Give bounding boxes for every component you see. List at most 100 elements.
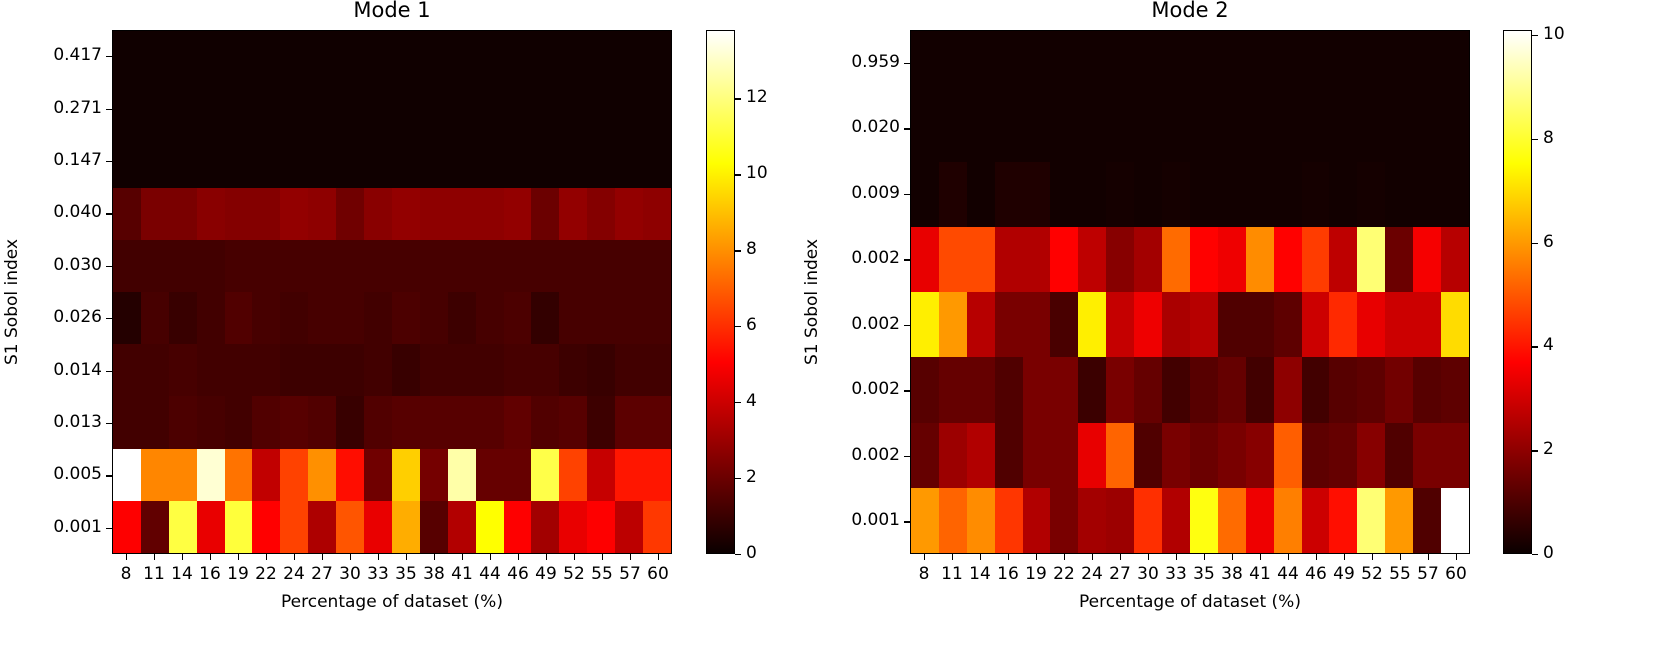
heatmap-cell <box>994 357 1023 423</box>
heatmap-cell <box>938 357 967 423</box>
x-tick-mark <box>210 554 212 560</box>
heatmap-cell <box>531 135 560 188</box>
heatmap-cell <box>1106 96 1135 162</box>
x-tick-label: 49 <box>535 564 557 584</box>
heatmap-cell <box>196 500 225 553</box>
heatmap-cell <box>1441 487 1469 553</box>
y-tick-label: 0.030 <box>53 254 102 275</box>
heatmap-cell <box>531 292 560 345</box>
heatmap-cell <box>1273 487 1302 553</box>
heatmap-cell <box>615 31 644 84</box>
heatmap-cell <box>1106 161 1135 227</box>
heatmap-cell <box>911 422 939 488</box>
heatmap-cell <box>168 292 197 345</box>
heatmap-cell <box>336 239 365 292</box>
x-tick-label: 52 <box>563 564 585 584</box>
x-tick-label: 27 <box>1109 564 1131 584</box>
heatmap-cell <box>308 448 337 501</box>
heatmap-cell <box>113 500 141 553</box>
heatmap-cell <box>1273 422 1302 488</box>
x-tick-mark <box>952 554 954 560</box>
x-tick-mark <box>1176 554 1178 560</box>
heatmap-cell <box>1245 31 1274 97</box>
heatmap-cell <box>391 500 420 553</box>
heatmap-cell <box>113 187 141 240</box>
y-tick-mark <box>106 318 112 320</box>
heatmap-cell <box>1301 96 1330 162</box>
heatmap-cell <box>224 31 253 84</box>
heatmap-cell <box>1357 487 1386 553</box>
heatmap-cell <box>280 31 309 84</box>
heatmap-cell <box>643 239 671 292</box>
x-tick-mark <box>378 554 380 560</box>
heatmap-cell <box>447 396 476 449</box>
heatmap-cell <box>1022 422 1051 488</box>
heatmap-cell <box>1329 226 1358 292</box>
x-tick-mark <box>1428 554 1430 560</box>
x-tick-mark <box>1400 554 1402 560</box>
heatmap-cell <box>615 83 644 136</box>
heatmap-cell <box>391 292 420 345</box>
x-tick-mark <box>490 554 492 560</box>
heatmap-cell <box>1022 357 1051 423</box>
heatmap-cell <box>308 187 337 240</box>
mode1-colorbar <box>706 30 735 554</box>
heatmap-cell <box>391 135 420 188</box>
heatmap-cell <box>1385 422 1414 488</box>
heatmap-cell <box>615 187 644 240</box>
heatmap-cell <box>1329 487 1358 553</box>
x-tick-mark <box>1204 554 1206 560</box>
heatmap-cell <box>419 344 448 397</box>
x-tick-label: 46 <box>507 564 529 584</box>
heatmap-cell <box>503 500 532 553</box>
heatmap-cell <box>113 135 141 188</box>
heatmap-cell <box>587 448 616 501</box>
x-tick-label: 44 <box>1277 564 1299 584</box>
heatmap-cell <box>1385 292 1414 358</box>
heatmap-cell <box>1106 357 1135 423</box>
heatmap-cell <box>475 344 504 397</box>
heatmap-cell <box>531 396 560 449</box>
heatmap-cell <box>475 239 504 292</box>
heatmap-cell <box>531 83 560 136</box>
heatmap-cell <box>168 135 197 188</box>
heatmap-cell <box>391 239 420 292</box>
x-tick-mark <box>1288 554 1290 560</box>
heatmap-cell <box>1329 422 1358 488</box>
colorbar-tick-mark <box>735 478 741 480</box>
y-tick-label: 0.002 <box>851 444 900 465</box>
heatmap-cell <box>503 396 532 449</box>
heatmap-cell <box>503 135 532 188</box>
x-tick-mark <box>1036 554 1038 560</box>
heatmap-cell <box>1162 292 1190 358</box>
heatmap-cell <box>475 83 504 136</box>
heatmap-cell <box>1441 226 1469 292</box>
heatmap-cell <box>475 187 504 240</box>
x-tick-mark <box>238 554 240 560</box>
y-tick-label: 0.026 <box>53 307 102 328</box>
heatmap-cell <box>1189 487 1218 553</box>
heatmap-cell <box>615 239 644 292</box>
heatmap-cell <box>168 396 197 449</box>
heatmap-cell <box>336 292 365 345</box>
x-tick-label: 49 <box>1333 564 1355 584</box>
heatmap-cell <box>559 500 588 553</box>
heatmap-cell <box>364 31 392 84</box>
heatmap-cell <box>1050 161 1079 227</box>
x-tick-mark <box>546 554 548 560</box>
heatmap-cell <box>1413 422 1442 488</box>
heatmap-cell <box>1134 226 1163 292</box>
heatmap-cell <box>911 292 939 358</box>
y-tick-mark <box>106 370 112 372</box>
heatmap-cell <box>419 292 448 345</box>
heatmap-cell <box>475 500 504 553</box>
heatmap-cell <box>140 135 169 188</box>
colorbar-tick-label: 10 <box>1543 24 1565 45</box>
x-tick-mark <box>182 554 184 560</box>
heatmap-cell <box>419 239 448 292</box>
heatmap-cell <box>196 135 225 188</box>
heatmap-cell <box>1413 161 1442 227</box>
x-tick-label: 8 <box>918 564 930 584</box>
y-tick-mark <box>904 455 910 458</box>
heatmap-cell <box>1245 357 1274 423</box>
